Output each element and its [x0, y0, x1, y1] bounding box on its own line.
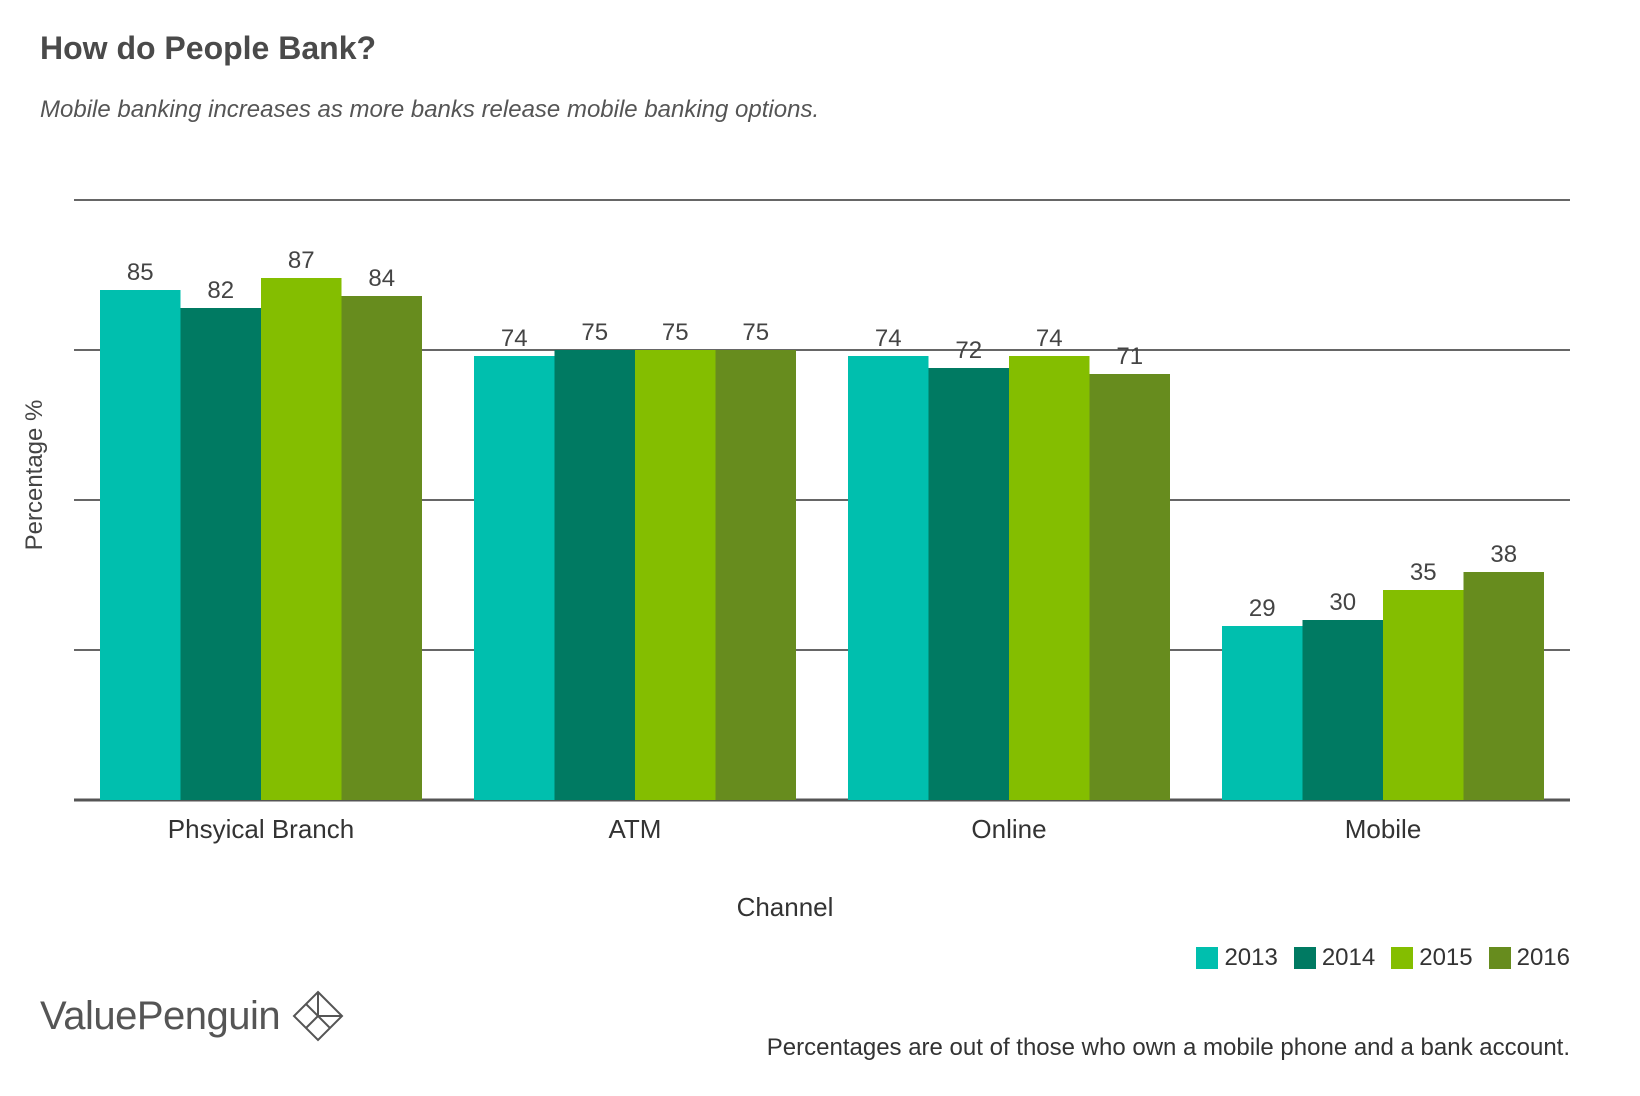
bar-2015-0[interactable]	[261, 278, 342, 800]
legend-item-2013[interactable]: 2013	[1196, 944, 1278, 972]
legend-swatch	[1391, 947, 1414, 969]
y-axis-label: Percentage %	[21, 400, 48, 551]
data-label: 84	[368, 265, 395, 292]
legend: 2013 2014 2015 2016	[1196, 944, 1570, 972]
bar-2015-2[interactable]	[1009, 356, 1090, 800]
bar-2013-2[interactable]	[848, 356, 929, 800]
legend-swatch	[1196, 947, 1219, 969]
bar-2015-3[interactable]	[1383, 590, 1464, 800]
chart-subtitle: Mobile banking increases as more banks r…	[40, 96, 820, 123]
bar-2016-3[interactable]	[1463, 572, 1545, 800]
data-label: 87	[288, 247, 315, 274]
bar-2013-0[interactable]	[100, 290, 181, 800]
diamond-logo-icon	[292, 990, 344, 1042]
bar-chart: 85 82 87 84 74 75 75 75 74 72 74 71 29 30 35 38 Phsyica…	[21, 199, 1570, 922]
brand-logo[interactable]: ValuePenguin	[40, 990, 344, 1042]
bar-2013-3[interactable]	[1222, 626, 1303, 800]
data-label: 74	[501, 325, 528, 352]
data-label: 29	[1249, 595, 1276, 622]
data-label: 82	[207, 277, 234, 304]
data-label: 71	[1116, 343, 1143, 370]
legend-swatch	[1293, 947, 1316, 969]
footnote: Percentages are out of those who own a m…	[766, 1034, 1570, 1061]
legend-label: 2013	[1224, 944, 1278, 971]
legend-label: 2014	[1321, 944, 1376, 971]
bar-2016-1[interactable]	[715, 350, 797, 800]
brand-name: ValuePenguin	[40, 993, 281, 1038]
data-labels: 85 82 87 84 74 75 75 75 74 72 74 71 29 30 35 38	[127, 247, 1517, 622]
x-tick-labels: Phsyical Branch ATM Online Mobile	[168, 814, 1422, 844]
bar-2013-1[interactable]	[474, 356, 555, 800]
data-label: 72	[955, 337, 982, 364]
data-label: 38	[1490, 541, 1517, 568]
bar-2014-3[interactable]	[1302, 620, 1384, 800]
legend-item-2014[interactable]: 2014	[1293, 944, 1376, 972]
legend-item-2016[interactable]: 2016	[1488, 944, 1570, 972]
data-label: 85	[127, 259, 154, 286]
legend-swatch	[1488, 947, 1511, 969]
x-axis-label: Channel	[737, 892, 834, 922]
data-label: 35	[1410, 559, 1437, 586]
data-label: 75	[581, 319, 608, 346]
x-tick-label: Phsyical Branch	[168, 814, 354, 844]
bar-2014-2[interactable]	[928, 368, 1010, 800]
data-label: 30	[1329, 589, 1356, 616]
data-label: 75	[742, 319, 769, 346]
bar-2014-1[interactable]	[554, 350, 636, 800]
bar-2015-1[interactable]	[635, 350, 716, 800]
legend-item-2015[interactable]: 2015	[1391, 944, 1473, 972]
x-tick-label: Online	[971, 814, 1046, 844]
data-label: 74	[1036, 325, 1063, 352]
x-tick-label: ATM	[609, 814, 662, 844]
x-tick-label: Mobile	[1345, 814, 1422, 844]
legend-label: 2015	[1419, 944, 1473, 971]
bar-2014-0[interactable]	[180, 308, 262, 800]
legend-label: 2016	[1516, 944, 1570, 971]
bar-2016-2[interactable]	[1089, 374, 1171, 800]
bars	[100, 278, 1544, 800]
data-label: 75	[662, 319, 689, 346]
bar-2016-0[interactable]	[341, 296, 423, 800]
chart-title: How do People Bank?	[40, 30, 377, 66]
data-label: 74	[875, 325, 902, 352]
